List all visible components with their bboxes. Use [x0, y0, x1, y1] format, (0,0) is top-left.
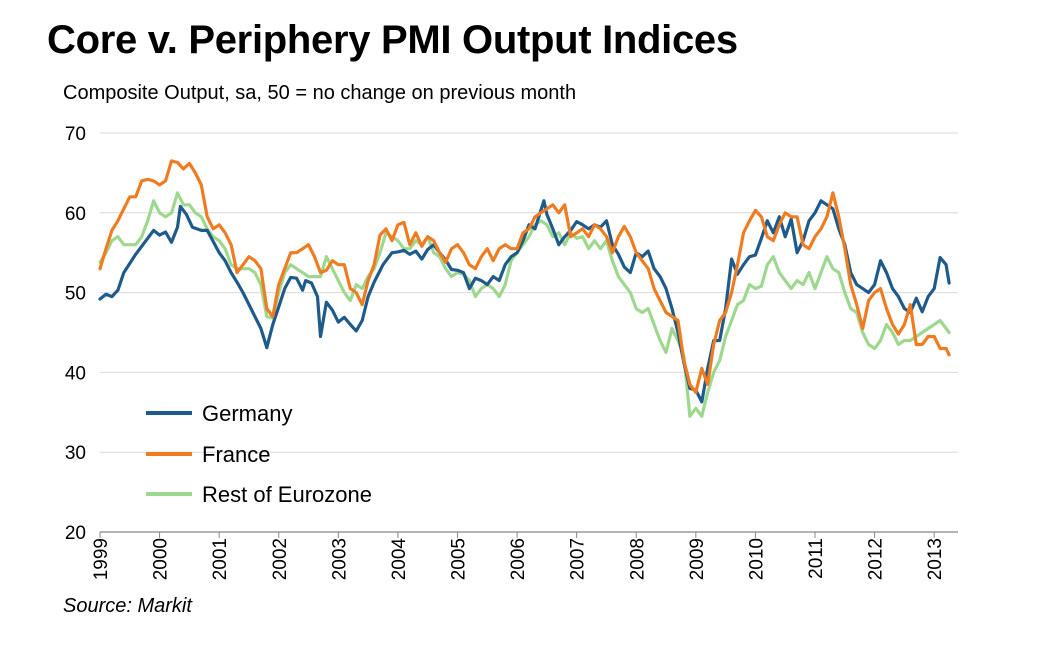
x-tick-label: 2013 — [925, 538, 946, 580]
series-line-germany — [98, 199, 951, 404]
x-tick-label: 2010 — [746, 538, 767, 580]
legend-label: France — [202, 442, 270, 467]
x-tick-label: 2003 — [329, 538, 350, 580]
chart-subtitle: Composite Output, sa, 50 = no change on … — [63, 82, 577, 104]
x-tick-label: 2000 — [151, 538, 172, 580]
x-tick-label: 2002 — [270, 538, 291, 580]
y-tick-label: 40 — [65, 363, 86, 384]
y-tick-label: 50 — [65, 284, 86, 305]
x-tick-label: 2007 — [568, 538, 589, 580]
x-tick-label: 2008 — [627, 538, 648, 580]
source-note: Source: Markit — [63, 595, 192, 617]
y-tick-label: 70 — [65, 124, 86, 145]
legend-label: Rest of Eurozone — [202, 482, 372, 507]
series-lines — [98, 159, 951, 418]
x-tick-label: 2011 — [806, 538, 827, 579]
x-tick-label: 2009 — [687, 538, 708, 580]
x-tick-label: 2006 — [508, 538, 529, 580]
x-tick-label: 1999 — [91, 538, 112, 580]
x-tick-label: 2005 — [449, 538, 470, 580]
axes: 20 30 40 50 60 70 1999 2000 2001 2002 2003 2004 2005… — [65, 124, 958, 580]
series-line-rest-of-eurozone — [98, 191, 951, 418]
series-line-france — [98, 159, 951, 394]
legend-label: Germany — [202, 401, 292, 426]
x-tick-label: 2001 — [210, 538, 231, 580]
chart-title: Core v. Periphery PMI Output Indices — [47, 18, 738, 62]
y-tick-label: 60 — [65, 204, 86, 225]
y-tick-label: 20 — [65, 523, 86, 544]
legend: Germany France Rest of Eurozone — [146, 401, 372, 507]
y-tick-label: 30 — [65, 443, 86, 464]
x-tick-label: 2004 — [389, 538, 410, 581]
x-tick-label: 2012 — [866, 538, 887, 580]
